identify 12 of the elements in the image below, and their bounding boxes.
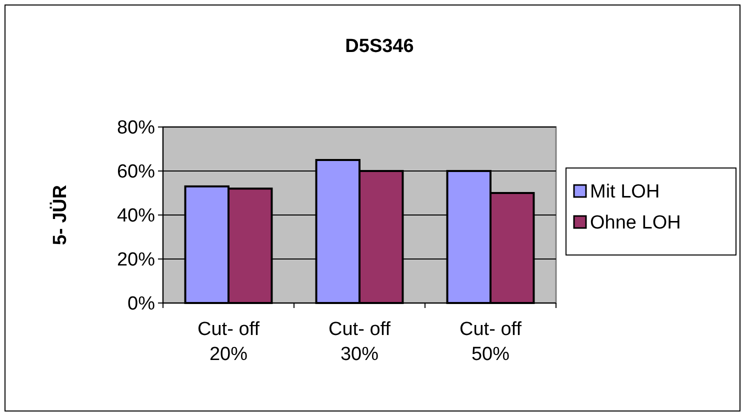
legend-label: Ohne LOH [590, 212, 681, 234]
y-tick-label: 0% [128, 294, 156, 315]
x-tick-label: Cut- off 30% [328, 319, 392, 365]
y-axis-title: 5- JÜR [49, 184, 71, 246]
x-tick-label: Cut- off 20% [198, 319, 260, 365]
y-tick-label: 60% [116, 162, 156, 183]
y-tick-label: 20% [116, 250, 156, 271]
x-tick-label: Cut- off 50% [460, 319, 522, 365]
chart-title: D5S346 [345, 36, 414, 57]
y-tick-label: 80% [116, 118, 156, 139]
legend-label: Mit LOH [590, 182, 660, 203]
y-tick-label: 40% [116, 206, 156, 227]
